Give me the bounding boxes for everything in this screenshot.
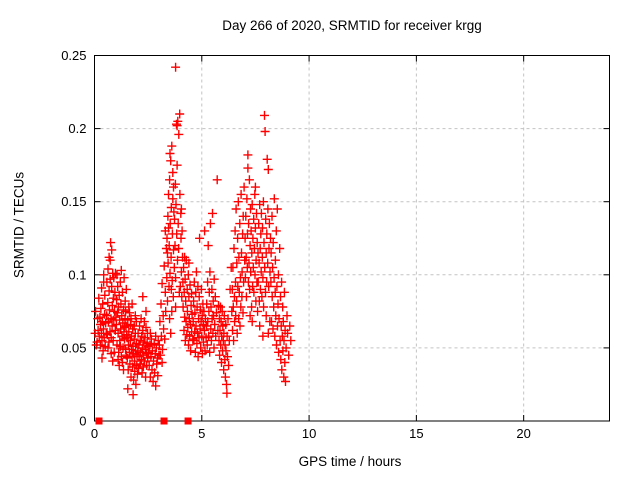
y-tick-label: 0.15 — [61, 194, 86, 209]
y-tick-label: 0.25 — [61, 48, 86, 63]
y-tick-label: 0 — [79, 414, 86, 429]
y-tick-label: 0.05 — [61, 340, 86, 355]
x-tick-label: 20 — [516, 426, 530, 441]
y-tick-label: 0.2 — [68, 121, 86, 136]
data-points-baseline — [95, 417, 192, 425]
x-tick-label: 5 — [198, 426, 205, 441]
x-tick-label: 15 — [409, 426, 423, 441]
plot-border — [94, 55, 610, 422]
y-tick-label: 0.1 — [68, 267, 86, 282]
chart-title: Day 266 of 2020, SRMTID for receiver krg… — [222, 18, 482, 33]
data-points-srmtid — [90, 62, 296, 400]
y-axis-label: SRMTID / TECUs — [11, 171, 27, 279]
x-axis-label: GPS time / hours — [298, 454, 402, 469]
x-tick-label: 10 — [302, 426, 316, 441]
x-tick-label: 0 — [91, 426, 98, 441]
